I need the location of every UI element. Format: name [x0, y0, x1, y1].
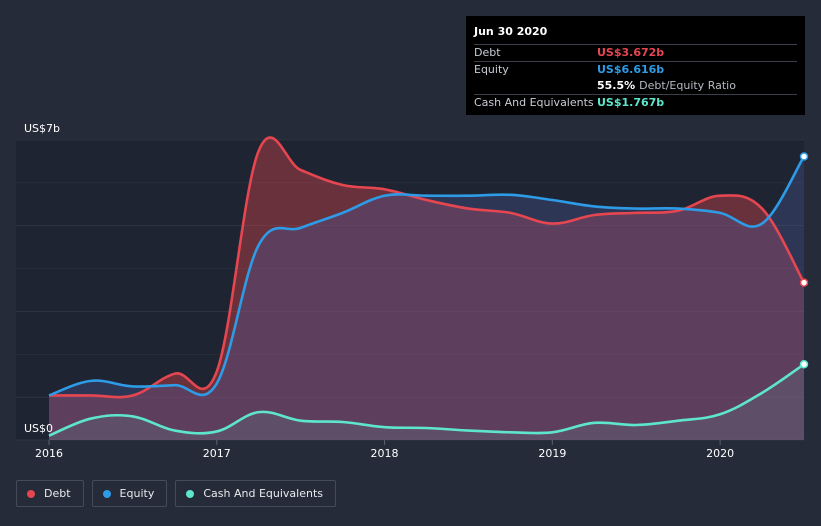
chart-legend: Debt Equity Cash And Equivalents: [16, 480, 336, 507]
legend-label-equity: Equity: [119, 487, 155, 500]
tooltip-row-ratio: 55.5% Debt/Equity Ratio: [474, 78, 797, 94]
line-cash-and-equivalents: [48, 363, 805, 437]
tooltip-label-debt: Debt: [474, 46, 501, 59]
tooltip-label-ratio: [474, 78, 597, 94]
tooltip-label-equity: Equity: [474, 63, 509, 76]
tooltip-row-cash: Cash And Equivalents US$1.767b: [474, 94, 797, 111]
x-tick-label: 2019: [538, 447, 566, 460]
x-tick-label: 2017: [203, 447, 231, 460]
x-tick-label: 2018: [371, 447, 399, 460]
x-tick-label: 2020: [706, 447, 734, 460]
tooltip-ratio-caption: Debt/Equity Ratio: [639, 79, 736, 92]
endpoint-cash-and-equivalents: [799, 360, 809, 369]
legend-label-debt: Debt: [44, 487, 71, 500]
legend-label-cash: Cash And Equivalents: [203, 487, 323, 500]
tooltip-row-debt: Debt US$3.672b: [474, 44, 797, 61]
area-debt: [49, 137, 804, 441]
tooltip-value-cash: US$1.767b: [597, 96, 665, 109]
tooltip-value-ratio: 55.5%: [597, 79, 636, 92]
area-cash-and-equivalents: [49, 364, 804, 440]
y-axis-top-label: US$7b: [24, 122, 60, 135]
endpoint-debt: [799, 278, 809, 287]
area-equity: [49, 156, 804, 440]
legend-dot-debt: [27, 489, 35, 498]
tooltip-row-equity: Equity US$6.616b: [474, 61, 797, 78]
legend-dot-cash: [186, 489, 195, 498]
tooltip-date: Jun 30 2020: [474, 25, 548, 38]
line-debt: [49, 136, 806, 399]
tooltip-value-equity: US$6.616b: [597, 63, 665, 76]
tooltip-value-debt: US$3.672b: [597, 46, 665, 59]
legend-item-debt[interactable]: Debt: [16, 480, 84, 507]
legend-dot-equity: [102, 489, 111, 498]
x-tick-label: 2016: [35, 447, 63, 460]
tooltip-label-cash: Cash And Equivalents: [474, 96, 594, 109]
line-equity: [48, 155, 806, 397]
tooltip: Jun 30 2020 Debt US$3.672b Equity US$6.6…: [466, 16, 805, 115]
y-axis-bottom-label: US$0: [24, 422, 53, 435]
legend-item-equity[interactable]: Equity: [91, 480, 168, 507]
legend-item-cash[interactable]: Cash And Equivalents: [175, 480, 336, 507]
endpoint-equity: [799, 152, 809, 161]
